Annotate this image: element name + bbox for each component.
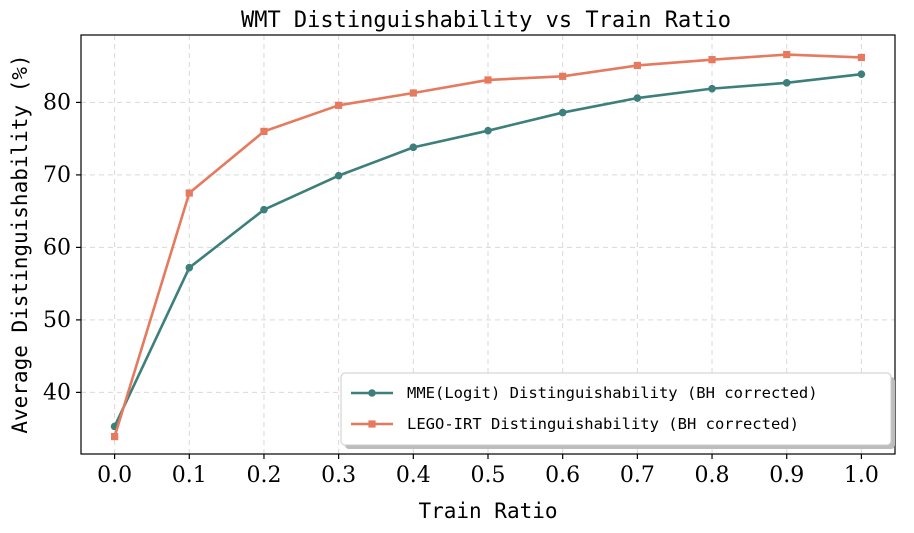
x-tick-label: 1.0 <box>844 463 879 488</box>
data-point <box>633 61 641 70</box>
data-point <box>633 94 642 102</box>
data-point <box>334 171 343 180</box>
data-point <box>558 108 567 117</box>
data-point <box>708 84 716 93</box>
data-point <box>185 263 194 272</box>
legend-box <box>340 372 892 446</box>
legend-entry: LEGO-IRT Distinguishability (BH correcte… <box>351 415 799 433</box>
data-point <box>559 72 567 80</box>
chart-title: WMT Distinguishability vs Train Ratio <box>241 8 731 33</box>
y-tick-label: 60 <box>43 235 71 260</box>
x-tick-label: 0.8 <box>695 463 730 488</box>
legend-entry: MME(Logit) Distinguishability (BH correc… <box>351 384 818 402</box>
x-tick-label: 0.7 <box>620 463 655 488</box>
data-point <box>260 127 268 136</box>
y-tick-label: 70 <box>43 163 71 188</box>
data-point <box>409 143 418 152</box>
data-point <box>185 189 193 197</box>
x-tick-label: 0.3 <box>321 463 356 488</box>
x-tick-label: 0.4 <box>396 463 431 488</box>
x-tick-label: 0.9 <box>769 463 804 488</box>
legend: MME(Logit) Distinguishability (BH correc… <box>340 372 895 449</box>
data-point <box>708 56 716 64</box>
y-tick-label: 40 <box>43 380 71 405</box>
y-tick-label: 50 <box>43 308 71 333</box>
data-point <box>857 53 865 62</box>
data-point <box>783 50 791 59</box>
x-tick-label: 0.6 <box>545 463 580 488</box>
x-tick-label: 0.1 <box>172 463 207 488</box>
x-axis-label: Train Ratio <box>418 499 557 523</box>
y-axis-label: Average Distinguishability (%) <box>8 54 32 433</box>
data-point <box>111 433 119 441</box>
x-tick-label: 0.2 <box>246 463 281 488</box>
x-tick-label: 0.5 <box>471 463 506 488</box>
legend-label: LEGO-IRT Distinguishability (BH correcte… <box>407 415 799 433</box>
series-2 <box>111 50 865 441</box>
y-tick-label: 80 <box>43 90 71 115</box>
data-point <box>409 89 417 97</box>
legend-swatch-marker <box>368 389 376 397</box>
data-point <box>260 205 268 214</box>
axis-ticks: 0.0 0.1 0.2 0.3 0.4 0.5 0.6 0.7 0.8 0.9 1.0 40 50 60 7… <box>43 90 879 488</box>
data-point <box>484 126 492 135</box>
series-layer <box>110 50 866 441</box>
data-point <box>484 76 492 84</box>
data-point <box>857 70 866 78</box>
data-point <box>335 101 343 109</box>
data-point <box>782 79 791 87</box>
legend-label: MME(Logit) Distinguishability (BH correc… <box>407 384 818 402</box>
legend-swatch-marker <box>368 420 376 428</box>
x-tick-label: 0.0 <box>97 463 132 488</box>
